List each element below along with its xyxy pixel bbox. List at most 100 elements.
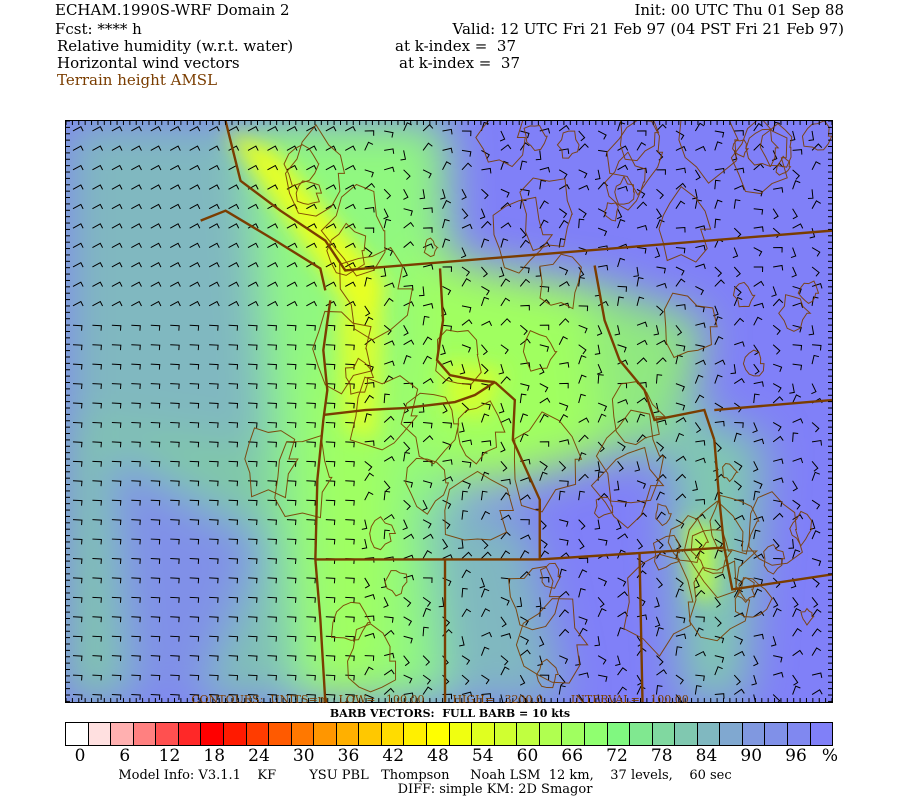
wind-barb <box>384 652 395 659</box>
wind-barb <box>325 363 336 370</box>
wind-barb <box>403 421 414 428</box>
wind-barb <box>169 300 181 307</box>
wind-barb <box>461 208 469 220</box>
wind-barb <box>247 694 258 700</box>
wind-barb <box>539 538 548 549</box>
wind-barb <box>208 145 220 151</box>
wind-barb <box>228 184 240 190</box>
wind-barb <box>442 360 454 366</box>
wind-barb <box>150 363 161 370</box>
wind-barb <box>383 415 395 423</box>
wind-barb <box>422 169 432 179</box>
wind-barb <box>790 247 797 259</box>
wind-barb <box>617 296 624 306</box>
wind-barb <box>539 127 551 134</box>
wind-barb <box>247 383 258 390</box>
wind-barb <box>111 519 122 526</box>
terrain-contour <box>595 409 665 504</box>
wind-barb <box>403 402 409 414</box>
wind-barb <box>228 460 239 467</box>
wind-barb <box>228 596 239 603</box>
wind-barb <box>656 419 667 426</box>
wind-barb <box>383 208 389 220</box>
wind-barb <box>578 143 589 151</box>
wind-barb <box>714 420 725 427</box>
wind-barb <box>792 649 804 657</box>
wind-barb <box>228 324 239 331</box>
colorbar-label: 96 <box>785 746 807 766</box>
wind-barb <box>519 160 528 170</box>
wind-barb <box>636 296 645 306</box>
wind-barb <box>247 125 259 132</box>
wind-barb <box>267 383 277 390</box>
wind-barb <box>72 616 83 623</box>
wind-barb <box>788 539 795 549</box>
wind-barb <box>675 493 687 501</box>
wind-barb <box>422 596 432 607</box>
wind-barb <box>92 262 104 268</box>
wind-barb <box>228 538 239 545</box>
wind-barb <box>209 577 219 584</box>
wind-barb <box>345 499 355 506</box>
wind-barb <box>539 200 549 209</box>
wind-barb <box>306 223 317 229</box>
terrain-contour <box>400 392 460 465</box>
wind-barb <box>461 460 472 468</box>
wind-barb <box>111 421 122 428</box>
wind-barb <box>636 480 647 489</box>
wind-barb <box>247 674 258 681</box>
wind-barb <box>169 164 181 171</box>
field-rh: Relative humidity (w.r.t. water) <box>57 37 294 55</box>
wind-barb <box>72 125 84 132</box>
wind-barb <box>675 674 684 685</box>
terrain-contour <box>619 121 660 162</box>
wind-barb <box>111 577 122 584</box>
wind-barb <box>675 519 685 529</box>
wind-barb <box>92 383 102 390</box>
wind-barb <box>714 218 721 229</box>
wind-barb <box>286 262 298 268</box>
wind-barb <box>150 694 161 700</box>
wind-barb <box>480 588 490 598</box>
wind-barb <box>789 383 795 394</box>
wind-barb <box>792 394 802 404</box>
wind-barb <box>500 441 506 453</box>
colorbar-swatch <box>88 723 112 745</box>
wind-barb <box>694 394 705 404</box>
wind-barb <box>695 145 706 152</box>
wind-barb <box>753 226 764 232</box>
wind-barb <box>364 227 375 233</box>
wind-barb <box>72 383 83 390</box>
wind-barb <box>500 633 512 639</box>
wind-barb <box>111 441 122 448</box>
terrain-contour <box>312 310 372 395</box>
wind-barb <box>654 597 660 608</box>
wind-barb <box>442 324 453 332</box>
wind-barb <box>325 402 336 409</box>
wind-barb <box>578 616 588 625</box>
contour-info: CONTOURS: UNITS=m LOW= 100.00 HIGH= 3200… <box>191 693 689 706</box>
wind-barb <box>772 208 779 220</box>
wind-barb <box>72 577 83 584</box>
wind-barb <box>773 247 783 253</box>
wind-barb <box>634 461 641 472</box>
wind-barb <box>695 457 706 464</box>
wind-barb <box>325 538 336 545</box>
wind-barb <box>325 519 336 526</box>
wind-barb <box>772 396 784 404</box>
wind-barb <box>734 130 744 136</box>
wind-barb <box>734 650 745 657</box>
wind-barb <box>597 413 607 423</box>
wind-barb <box>208 223 220 229</box>
wind-barb <box>732 247 739 259</box>
wind-barb <box>461 149 472 157</box>
wind-barb <box>92 441 102 448</box>
colorbar-swatch <box>562 723 585 745</box>
terrain-contour <box>683 500 759 599</box>
wind-barb <box>306 242 317 249</box>
wind-barb <box>617 145 629 151</box>
wind-barb <box>267 184 279 190</box>
wind-barb <box>228 363 239 370</box>
terrain-contour <box>655 503 672 527</box>
wind-barb <box>520 362 531 368</box>
